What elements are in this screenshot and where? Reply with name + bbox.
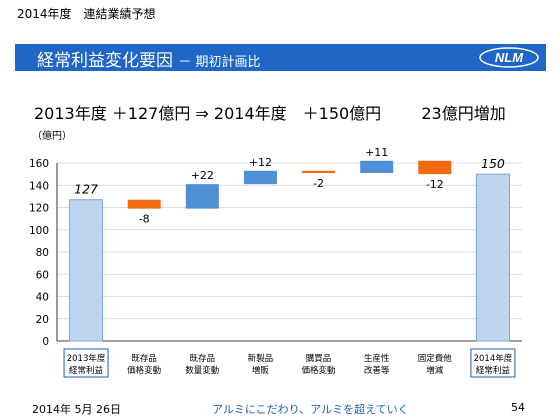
total-bar [69, 199, 104, 342]
category-label: 価格変動 [127, 365, 161, 376]
data-label: -8 [139, 213, 150, 226]
category-label: 増減 [426, 365, 444, 376]
category-label: 数量変動 [185, 365, 219, 376]
company-logo: NLM [479, 47, 539, 68]
decrease-bar [302, 170, 336, 174]
category-label: 既存品 [190, 353, 216, 364]
data-label: +22 [191, 169, 214, 182]
total-bar [475, 173, 510, 342]
increase-bar [185, 184, 219, 209]
logo-text: NLM [495, 50, 524, 65]
category-label: 固定費他 [418, 353, 453, 364]
category-label: 経常利益 [476, 365, 511, 376]
y-tick-label: 80 [36, 247, 49, 259]
y-tick-label: 160 [29, 158, 49, 170]
data-label: -2 [313, 177, 324, 190]
report-title: 2014年度 連結業績予想 [17, 7, 156, 21]
title-banner: 経常利益変化要因 － 期初計画比 NLM [15, 44, 546, 71]
footer-slogan: アルミにこだわり、アルミを超えていく [212, 403, 409, 416]
y-axis-unit: （億円） [32, 131, 72, 142]
page-number: 54 [511, 401, 525, 414]
increase-bar [360, 160, 394, 174]
data-label: -12 [426, 178, 444, 191]
y-tick-label: 20 [36, 314, 49, 326]
y-tick-label: 0 [42, 336, 49, 348]
y-tick-label: 140 [29, 180, 49, 192]
category-label: 増販 [252, 365, 270, 376]
category-label: 既存品 [131, 353, 157, 364]
category-label-box [470, 348, 516, 378]
summary-increase: 23億円増加 [421, 104, 506, 123]
category-label: 購買品 [306, 353, 332, 364]
decrease-bar [127, 199, 161, 209]
category-label: 改善等 [364, 365, 390, 376]
slide-title: 経常利益変化要因 － 期初計画比 [37, 46, 261, 71]
category-label: 2014年度 [474, 353, 513, 364]
y-tick-label: 40 [36, 292, 49, 304]
data-label: +11 [365, 146, 388, 159]
slide-title-sub: － 期初計画比 [178, 55, 261, 70]
summary-line: 2013年度 ＋127億円 ⇒ 2014年度 ＋150億円 23億円増加 [34, 100, 506, 124]
footer-date: 2014年 5月 26日 [32, 403, 121, 416]
summary-change: 2013年度 ＋127億円 ⇒ 2014年度 ＋150億円 [34, 104, 382, 123]
category-label: 価格変動 [302, 365, 336, 376]
y-tick-label: 120 [29, 203, 49, 215]
category-label-box [63, 348, 109, 378]
category-label: 経常利益 [69, 365, 104, 376]
y-tick-label: 100 [29, 225, 49, 237]
data-label: +12 [249, 156, 272, 169]
decrease-bar [418, 160, 452, 175]
category-label: 2013年度 [67, 353, 106, 364]
category-label: 生産性 [364, 353, 390, 364]
y-tick-label: 60 [36, 269, 49, 281]
slide-title-main: 経常利益変化要因 [37, 51, 173, 71]
increase-bar [243, 170, 277, 185]
data-label: 127 [74, 182, 98, 197]
data-label: 150 [481, 156, 505, 171]
category-label: 新製品 [248, 353, 274, 364]
